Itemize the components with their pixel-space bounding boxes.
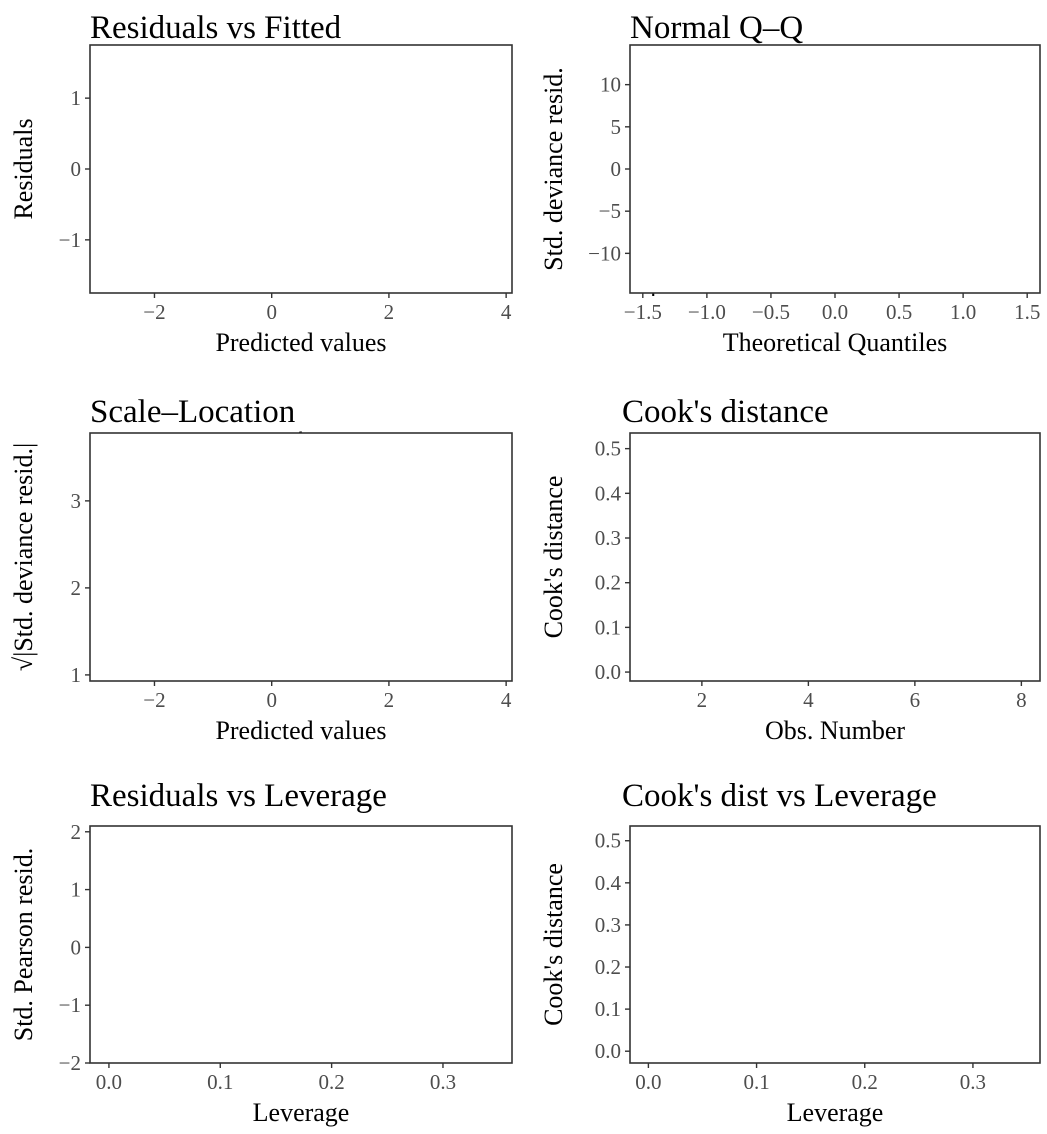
x-tick-label: 0.2 xyxy=(852,1070,878,1094)
x-tick-label: 6 xyxy=(910,688,921,712)
x-tick-label: 0.5 xyxy=(886,300,912,324)
x-axis-title: Theoretical Quantiles xyxy=(723,328,948,357)
x-axis-title: Predicted values xyxy=(215,328,386,357)
panel-title: Normal Q–Q xyxy=(630,10,803,46)
panel-border xyxy=(89,44,513,294)
y-tick-label: 0.4 xyxy=(595,871,622,895)
panel-title: Cook's distance xyxy=(622,394,829,430)
resfit-panel: Residuals vs Fitted148−2024−101Predicted… xyxy=(9,10,513,357)
x-tick-label: 4 xyxy=(501,300,512,324)
y-tick-label: −1 xyxy=(59,993,81,1017)
x-tick-label: 2 xyxy=(384,300,395,324)
x-tick-label: 1.5 xyxy=(1014,300,1040,324)
y-axis-title: Residuals xyxy=(9,118,38,219)
y-tick-label: 0.3 xyxy=(595,913,621,937)
panel-title: Cook's dist vs Leverage xyxy=(622,778,937,814)
panel-title: Residuals vs Leverage xyxy=(90,778,387,814)
y-tick-label: 0.3 xyxy=(595,526,621,550)
x-tick-label: 0.1 xyxy=(743,1070,769,1094)
y-axis-title: Std. deviance resid. xyxy=(539,67,568,271)
reslev-panel: Residuals vs Leverage4120.00.10.20.3−2−1… xyxy=(9,778,513,1127)
x-tick-label: 0.1 xyxy=(207,1070,233,1094)
x-tick-label: 1.0 xyxy=(950,300,976,324)
panel-border xyxy=(629,825,1041,1064)
y-tick-label: −1 xyxy=(59,228,81,252)
x-tick-label: 2 xyxy=(697,688,708,712)
x-tick-label: 0.0 xyxy=(635,1070,661,1094)
y-tick-label: 0.1 xyxy=(595,997,621,1021)
y-tick-label: 0.2 xyxy=(595,571,621,595)
x-axis-title: Predicted values xyxy=(215,716,386,745)
x-tick-label: −1.5 xyxy=(624,300,662,324)
y-tick-label: −2 xyxy=(59,1051,81,1075)
x-axis-title: Obs. Number xyxy=(765,716,905,745)
x-tick-label: 2 xyxy=(384,688,395,712)
x-tick-label: 0.3 xyxy=(430,1070,456,1094)
y-tick-label: 10 xyxy=(600,73,621,97)
y-tick-label: 0.5 xyxy=(595,829,621,853)
cookslev-panel: Cook's dist vs Leverage4120.00.10.20.30.… xyxy=(539,778,1041,1127)
x-axis-title: Leverage xyxy=(787,1098,884,1127)
x-tick-label: 0.0 xyxy=(822,300,848,324)
y-tick-label: 3 xyxy=(71,489,82,513)
y-tick-label: 0.2 xyxy=(595,955,621,979)
panel-title: Scale–Location xyxy=(90,394,295,430)
x-tick-label: 0.2 xyxy=(318,1070,344,1094)
y-tick-label: 0.1 xyxy=(595,615,621,639)
y-tick-label: 0.4 xyxy=(595,481,622,505)
panel-border xyxy=(89,825,513,1064)
y-tick-label: 1 xyxy=(71,878,82,902)
y-tick-label: −5 xyxy=(599,199,621,223)
panel-border xyxy=(89,432,513,682)
x-tick-label: −2 xyxy=(143,688,165,712)
y-axis-title: √|Std. deviance resid.| xyxy=(9,443,38,671)
x-tick-label: 4 xyxy=(803,688,814,712)
x-tick-label: 0 xyxy=(266,300,277,324)
y-tick-label: 2 xyxy=(71,576,82,600)
y-tick-label: 0 xyxy=(71,935,82,959)
x-tick-label: −0.5 xyxy=(752,300,790,324)
panel-border xyxy=(629,44,1041,294)
y-tick-label: −10 xyxy=(588,241,621,265)
x-tick-label: 0.3 xyxy=(960,1070,986,1094)
x-tick-label: 8 xyxy=(1016,688,1027,712)
y-tick-label: 1 xyxy=(71,86,82,110)
y-axis-title: Cook's distance xyxy=(539,863,568,1026)
panel-title: Residuals vs Fitted xyxy=(90,10,342,46)
y-tick-label: 0.5 xyxy=(595,437,621,461)
y-axis-title: Cook's distance xyxy=(539,476,568,639)
y-tick-label: 0.0 xyxy=(595,660,621,684)
x-tick-label: 0 xyxy=(266,688,277,712)
panel-border xyxy=(629,432,1041,682)
x-tick-label: 0.0 xyxy=(96,1070,122,1094)
y-tick-label: 0 xyxy=(611,157,622,181)
x-tick-label: −2 xyxy=(143,300,165,324)
qq-panel: Normal Q–Q418−1.5−1.0−0.50.00.51.01.5−10… xyxy=(539,10,1041,357)
x-axis-title: Leverage xyxy=(253,1098,350,1127)
y-tick-label: 0 xyxy=(71,157,82,181)
y-tick-label: 0.0 xyxy=(595,1039,621,1063)
x-tick-label: 4 xyxy=(501,688,512,712)
y-tick-label: 1 xyxy=(71,663,82,687)
y-tick-label: 2 xyxy=(71,820,82,844)
x-tick-label: −1.0 xyxy=(688,300,726,324)
y-tick-label: 5 xyxy=(611,115,622,139)
cooks-panel: Cook's distance12424680.00.10.20.30.40.5… xyxy=(539,394,1041,745)
y-axis-title: Std. Pearson resid. xyxy=(9,848,38,1042)
